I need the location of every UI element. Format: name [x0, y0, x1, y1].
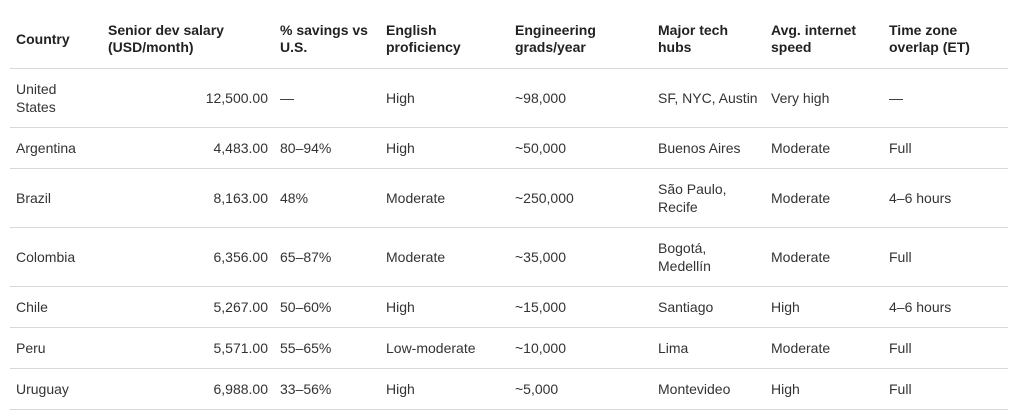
cell-hubs: Montevideo — [652, 368, 765, 410]
cell-english: High — [380, 368, 509, 410]
cell-english: Moderate — [380, 168, 509, 228]
table-header-row: Country Senior dev salary (USD/month) % … — [10, 10, 1008, 69]
cell-hubs: Bogotá, Medellín — [652, 227, 765, 287]
cell-savings: 48% — [274, 168, 380, 228]
cell-internet: Very high — [765, 68, 883, 128]
header-internet: Avg. internet speed — [765, 10, 883, 69]
table-row: Chile 5,267.00 50–60% High ~15,000 Santi… — [10, 286, 1008, 328]
cell-grads: ~15,000 — [509, 286, 652, 328]
cell-english: High — [380, 286, 509, 328]
cell-timezone: Full — [883, 127, 1008, 169]
cell-savings: 80–94% — [274, 127, 380, 169]
cell-internet: Moderate — [765, 327, 883, 369]
header-english: English proficiency — [380, 10, 509, 69]
cell-savings: 33–56% — [274, 368, 380, 410]
cell-timezone: Full — [883, 227, 1008, 287]
cell-hubs: Buenos Aires — [652, 127, 765, 169]
cell-internet: High — [765, 286, 883, 328]
cell-hubs: Santiago — [652, 286, 765, 328]
header-savings: % savings vs U.S. — [274, 10, 380, 69]
cell-salary: 6,988.00 — [102, 368, 274, 410]
cell-salary: 8,163.00 — [102, 168, 274, 228]
cell-timezone: Full — [883, 368, 1008, 410]
cell-internet: High — [765, 368, 883, 410]
cell-country: Peru — [10, 327, 102, 369]
table-row: United States 12,500.00 — High ~98,000 S… — [10, 68, 1008, 128]
cell-timezone: Full — [883, 327, 1008, 369]
cell-grads: ~98,000 — [509, 68, 652, 128]
cell-hubs: Lima — [652, 327, 765, 369]
table-row: Peru 5,571.00 55–65% Low-moderate ~10,00… — [10, 327, 1008, 369]
cell-country: United States — [10, 68, 102, 128]
cell-internet: Moderate — [765, 127, 883, 169]
header-hubs: Major tech hubs — [652, 10, 765, 69]
cell-grads: ~35,000 — [509, 227, 652, 287]
cell-country: Chile — [10, 286, 102, 328]
cell-salary: 6,356.00 — [102, 227, 274, 287]
cell-grads: ~10,000 — [509, 327, 652, 369]
cell-grads: ~50,000 — [509, 127, 652, 169]
cell-country: Brazil — [10, 168, 102, 228]
cell-grads: ~5,000 — [509, 368, 652, 410]
table-row: Argentina 4,483.00 80–94% High ~50,000 B… — [10, 127, 1008, 169]
table-row: Colombia 6,356.00 65–87% Moderate ~35,00… — [10, 227, 1008, 287]
cell-savings: 50–60% — [274, 286, 380, 328]
cell-english: High — [380, 127, 509, 169]
cell-hubs: SF, NYC, Austin — [652, 68, 765, 128]
comparison-table: Country Senior dev salary (USD/month) % … — [10, 10, 1008, 410]
cell-timezone: 4–6 hours — [883, 168, 1008, 228]
cell-country: Uruguay — [10, 368, 102, 410]
cell-internet: Moderate — [765, 227, 883, 287]
cell-country: Colombia — [10, 227, 102, 287]
cell-timezone: 4–6 hours — [883, 286, 1008, 328]
cell-grads: ~250,000 — [509, 168, 652, 228]
cell-salary: 12,500.00 — [102, 68, 274, 128]
cell-timezone: — — [883, 68, 1008, 128]
cell-salary: 5,267.00 — [102, 286, 274, 328]
cell-english: Moderate — [380, 227, 509, 287]
table-row: Uruguay 6,988.00 33–56% High ~5,000 Mont… — [10, 368, 1008, 410]
header-grads: Engineering grads/year — [509, 10, 652, 69]
header-country: Country — [10, 10, 102, 69]
cell-internet: Moderate — [765, 168, 883, 228]
table-row: Brazil 8,163.00 48% Moderate ~250,000 Sã… — [10, 168, 1008, 228]
cell-hubs: São Paulo, Recife — [652, 168, 765, 228]
cell-savings: 55–65% — [274, 327, 380, 369]
cell-salary: 5,571.00 — [102, 327, 274, 369]
cell-savings: — — [274, 68, 380, 128]
header-salary: Senior dev salary (USD/month) — [102, 10, 274, 69]
cell-english: High — [380, 68, 509, 128]
cell-country: Argentina — [10, 127, 102, 169]
cell-english: Low-moderate — [380, 327, 509, 369]
cell-savings: 65–87% — [274, 227, 380, 287]
cell-salary: 4,483.00 — [102, 127, 274, 169]
header-timezone: Time zone overlap (ET) — [883, 10, 1008, 69]
